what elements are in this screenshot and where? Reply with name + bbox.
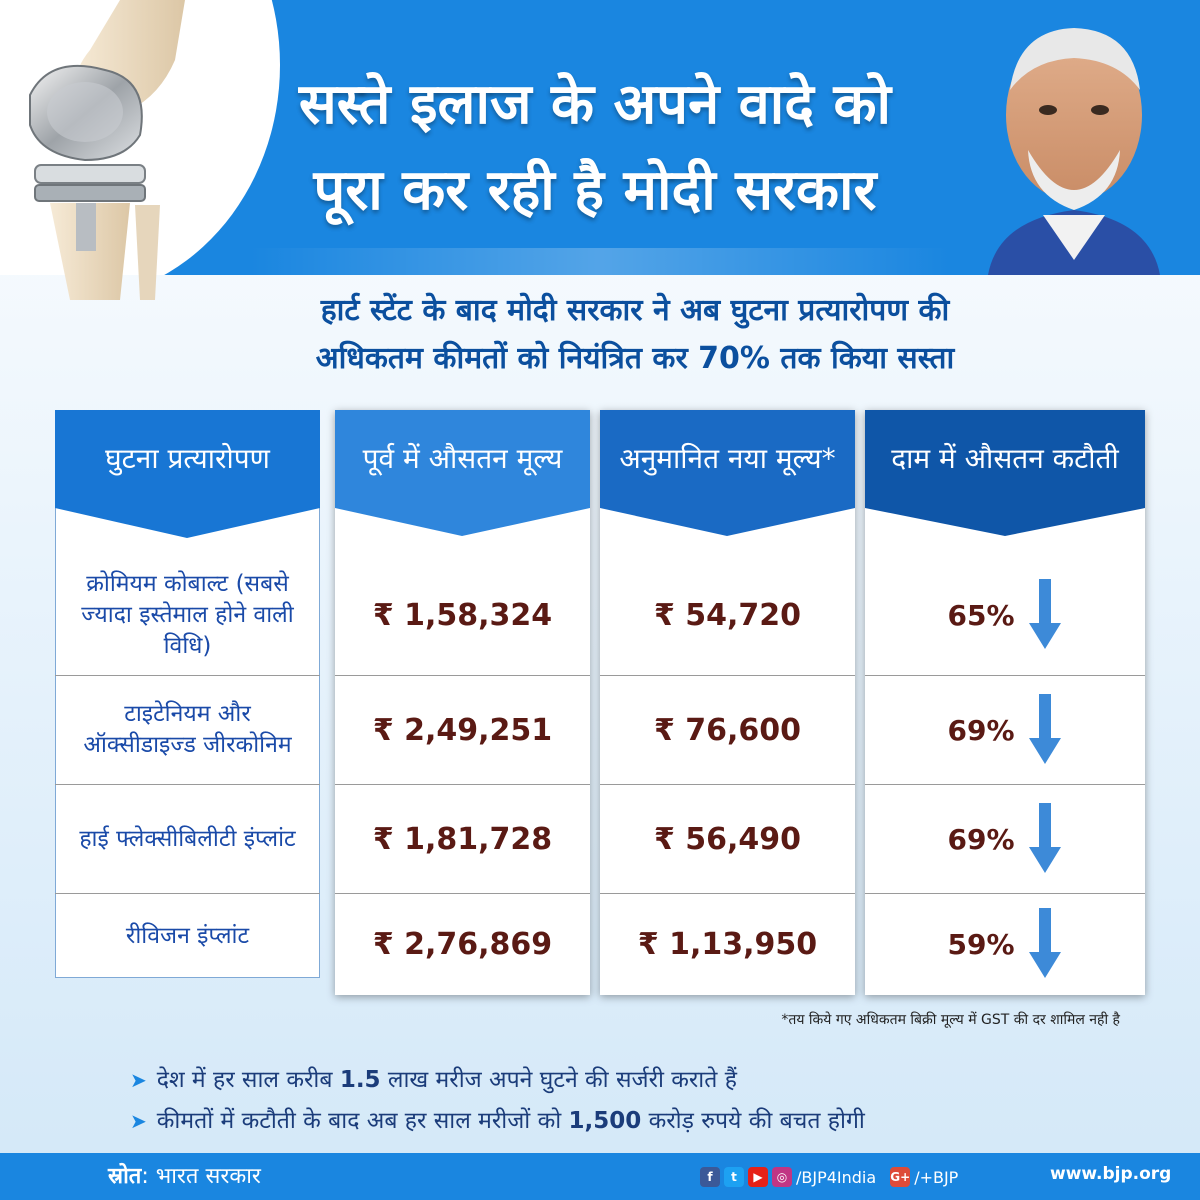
footer-bar: स्रोत: भारत सरकार f t ▶ ◎ /BJP4India G+ … [0,1153,1200,1200]
price-cut-value: 65% [947,598,1015,632]
price-cut-value: 69% [947,822,1015,856]
implant-type-label: रीविजन इंप्लांट [125,922,250,949]
instagram-icon[interactable]: ◎ [772,1167,792,1187]
bullet-text: देश में हर साल करीब 1.5 लाख मरीज अपने घु… [156,1067,737,1093]
bullet-text: कीमतों में कटौती के बाद अब हर साल मरीजों… [156,1108,865,1134]
implant-type-label: क्रोमियम कोबाल्ट (सबसे ज्यादा इस्तेमाल ह… [81,570,294,659]
new-price-value: ₹ 54,720 [653,597,802,633]
price-cut-cell: 69% [947,803,1062,875]
down-arrow-icon [1028,694,1061,764]
row-divider [865,675,1145,676]
subheading-line-2: अधिकतम कीमतों को नियंत्रित कर 70% तक किय… [315,341,955,376]
twitter-icon[interactable]: t [724,1167,744,1187]
table-row: 69% [865,785,1145,893]
row-divider [865,893,1145,894]
table-row: रीविजन इंप्लांट [55,894,320,978]
source-label: स्रोत [108,1164,142,1189]
column-implant-type: घुटना प्रत्यारोपण क्रोमियम कोबाल्ट (सबसे… [55,410,320,978]
title-line-2: पूरा कर रही है मोदी सरकार [313,158,877,223]
down-arrow-icon [1028,579,1061,649]
table-row: ₹ 54,720 [600,555,855,675]
leader-portrait-image [988,28,1160,275]
title-line-1: सस्ते इलाज के अपने वादे को [298,72,892,137]
source-credit: स्रोत: भारत सरकार [108,1160,261,1190]
column-new-price: अनुमानित नया मूल्य* ₹ 54,720 ₹ 76,600 ₹ … [600,410,855,995]
header-banner: सस्ते इलाज के अपने वादे को पूरा कर रही ह… [0,0,1200,275]
table-row: ₹ 2,49,251 [335,676,590,784]
row-divider [55,675,320,676]
header-old-price: पूर्व में औसतन मूल्य [335,410,590,508]
header-new-price: अनुमानित नया मूल्य* [600,410,855,508]
row-divider [600,675,855,676]
source-value: : भारत सरकार [141,1164,261,1189]
chevron-right-icon: ➤ [130,1109,147,1133]
table-row: हाई फ्लेक्सीबिलीटी इंप्लांट [55,785,320,893]
table-row: ₹ 1,58,324 [335,555,590,675]
new-price-value: ₹ 76,600 [653,712,802,748]
social-handle[interactable]: /BJP4India [796,1167,877,1187]
table-row: 65% [865,555,1145,675]
chevron-right-icon: ➤ [130,1068,147,1092]
table-row: ₹ 76,600 [600,676,855,784]
row-divider [335,784,590,785]
youtube-icon[interactable]: ▶ [748,1167,768,1187]
table-row: 59% [865,894,1145,994]
row-divider [55,893,320,894]
row-divider [600,784,855,785]
price-cut-cell: 69% [947,694,1062,766]
row-divider [335,675,590,676]
price-cut-value: 69% [947,713,1015,747]
table-row: ₹ 1,81,728 [335,785,590,893]
google-plus-icon[interactable]: G+ [890,1167,911,1187]
table-row: ₹ 1,13,950 [600,894,855,994]
new-price-value: ₹ 1,13,950 [637,926,818,962]
table-row: ₹ 2,76,869 [335,894,590,994]
implant-type-label: हाई फ्लेक्सीबिलीटी इंप्लांट [79,825,296,852]
table-row: 69% [865,676,1145,784]
table-row: टाइटेनियम और ऑक्सीडाइज्ड जीरकोनिम [55,676,320,784]
header-implant-type: घुटना प्रत्यारोपण [55,410,320,508]
price-cut-cell: 59% [947,908,1062,980]
down-arrow-icon [1028,908,1061,978]
row-divider [335,893,590,894]
row-divider [600,893,855,894]
facebook-icon[interactable]: f [700,1167,720,1187]
subheading: हार्ट स्टेंट के बाद मोदी सरकार ने अब घुट… [150,287,1120,383]
price-cut-value: 59% [947,927,1015,961]
price-cut-cell: 65% [947,579,1062,651]
old-price-value: ₹ 1,81,728 [372,821,553,857]
row-divider [55,784,320,785]
social-links[interactable]: f t ▶ ◎ /BJP4India G+ /+BJP [700,1163,958,1191]
bullet-point: ➤ देश में हर साल करीब 1.5 लाख मरीज अपने … [130,1064,1130,1096]
old-price-value: ₹ 2,49,251 [372,712,553,748]
header-price-cut: दाम में औसतन कटौती [865,410,1145,508]
page-title: सस्ते इलाज के अपने वादे को पूरा कर रही ह… [250,62,940,234]
website-link[interactable]: www.bjp.org [1050,1164,1172,1184]
header-stripe [250,248,950,275]
footnote: *तय किये गए अधिकतम बिक्री मूल्य में GST … [781,1012,1120,1028]
new-price-value: ₹ 56,490 [653,821,802,857]
table-row: क्रोमियम कोबाल्ट (सबसे ज्यादा इस्तेमाल ह… [55,555,320,675]
google-plus-handle[interactable]: /+BJP [914,1167,959,1187]
column-price-cut: दाम में औसतन कटौती 65% 69% 69% [865,410,1145,995]
subheading-line-1: हार्ट स्टेंट के बाद मोदी सरकार ने अब घुट… [320,293,950,328]
knee-implant-illustration [29,0,185,300]
old-price-value: ₹ 2,76,869 [372,926,553,962]
down-arrow-icon [1028,803,1061,873]
column-old-price: पूर्व में औसतन मूल्य ₹ 1,58,324 ₹ 2,49,2… [335,410,590,995]
implant-type-label: टाइटेनियम और ऑक्सीडाइज्ड जीरकोनिम [83,701,292,758]
bullet-point: ➤ कीमतों में कटौती के बाद अब हर साल मरीज… [130,1105,1130,1137]
old-price-value: ₹ 1,58,324 [372,597,553,633]
table-row: ₹ 56,490 [600,785,855,893]
row-divider [865,784,1145,785]
